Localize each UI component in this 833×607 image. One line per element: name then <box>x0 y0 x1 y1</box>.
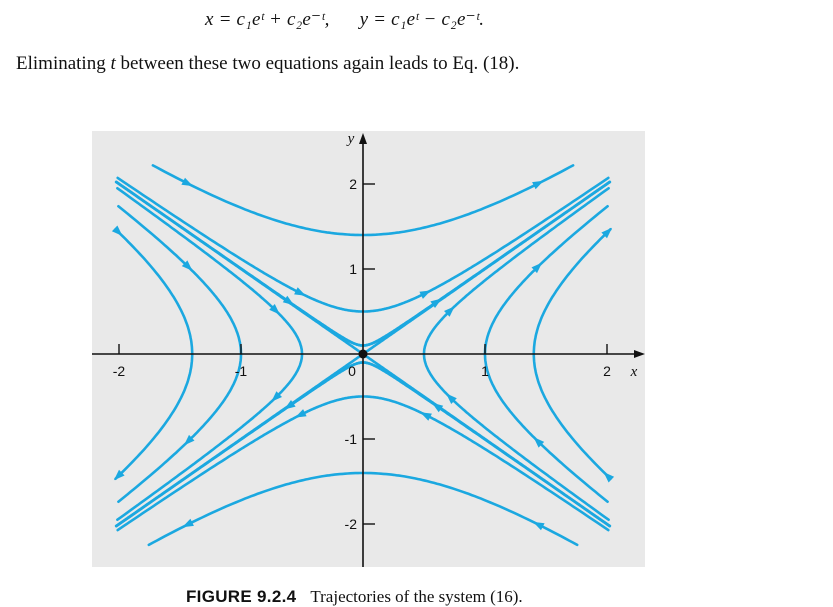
trajectory-arrow <box>271 391 282 402</box>
body-paragraph: Eliminating t between these two equation… <box>16 53 519 75</box>
trajectory-arrow <box>446 393 457 404</box>
equation-y-part: y = c₁eᵗ − c₂e⁻ᵗ. <box>359 9 485 30</box>
x-tick-label: -1 <box>235 363 248 379</box>
trajectory-arrow <box>420 412 432 421</box>
phase-portrait-figure: -2 -1 0 1 2 x 2 1 -1 -2 y <box>92 131 645 567</box>
trajectory-arrow <box>294 287 306 296</box>
y-tick-label: 2 <box>349 176 357 192</box>
trajectory-arrow <box>181 260 193 271</box>
y-axis-label: y <box>346 131 355 147</box>
figure-label: FIGURE 9.2.4 <box>186 587 297 606</box>
y-tick-label: 1 <box>349 261 357 277</box>
paragraph-text-before: Eliminating <box>16 53 111 74</box>
y-tick-label: -1 <box>345 431 358 447</box>
trajectory-arrow <box>183 434 195 446</box>
equation-x-part: x = c₁eᵗ + c₂e⁻ᵗ, <box>205 9 330 30</box>
equilibrium-point <box>358 349 368 359</box>
y-axis-arrowhead <box>359 133 367 144</box>
trajectory-arrow <box>113 469 125 481</box>
trajectory-arrow <box>601 227 613 239</box>
parametric-solution-equation: x = c₁eᵗ + c₂e⁻ᵗ, y = c₁eᵗ − c₂e⁻ᵗ. <box>205 8 484 31</box>
paragraph-text-after: between these two equations again leads … <box>115 53 520 74</box>
trajectory-arrow <box>533 521 545 531</box>
trajectory-arrow <box>532 180 544 190</box>
x-axis-label: x <box>630 364 638 380</box>
y-tick-label: -2 <box>345 516 358 532</box>
trajectory-arrow <box>182 518 194 528</box>
figure-caption-text: Trajectories of the system (16). <box>310 587 523 606</box>
trajectory-arrow <box>431 402 444 413</box>
trajectory-arrow <box>419 290 431 299</box>
x-tick-label: 2 <box>603 363 611 379</box>
trajectory-arrow <box>430 298 442 308</box>
trajectory-arrow <box>531 262 543 274</box>
trajectory-arrow <box>111 225 123 236</box>
trajectory-arrow <box>269 304 280 315</box>
trajectory-arrow <box>603 472 615 483</box>
paragraph-variable: t <box>110 53 116 74</box>
x-tick-label: 0 <box>348 363 356 379</box>
trajectory-arrow <box>533 437 545 448</box>
x-axis-arrowhead <box>634 350 645 358</box>
trajectory-arrow <box>295 409 307 418</box>
trajectory-arrow <box>181 177 193 187</box>
trajectory-arrow <box>444 306 455 317</box>
x-tick-label: 1 <box>481 363 489 379</box>
phase-portrait-plot: -2 -1 0 1 2 x 2 1 -1 -2 y <box>92 131 645 567</box>
figure-caption: FIGURE 9.2.4 Trajectories of the system (… <box>186 587 523 607</box>
x-tick-label: -2 <box>113 363 126 379</box>
